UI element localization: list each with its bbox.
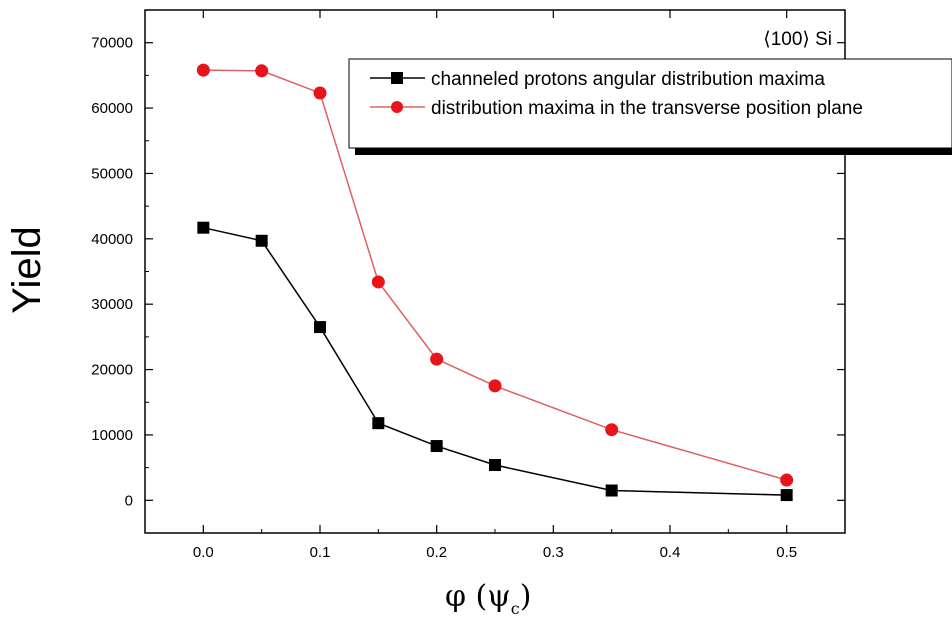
series-1-point <box>430 440 443 453</box>
x-tick-label: 0.0 <box>193 544 214 561</box>
x-axis-label-close: ) <box>520 579 532 614</box>
series-1-point <box>197 221 210 234</box>
series-1-line <box>203 226 787 496</box>
series-2-point <box>255 64 269 78</box>
series-layer <box>196 63 794 502</box>
series-1-point <box>314 321 326 334</box>
y-tick-label: 50000 <box>91 165 133 182</box>
x-tick-label: 0.3 <box>543 544 564 561</box>
y-tick-label: 30000 <box>91 296 133 313</box>
series-1-point <box>372 417 385 430</box>
series-2-point <box>780 473 794 487</box>
legend-shadow <box>355 146 952 155</box>
annotation-label: ⟨100⟩ Si <box>763 29 832 50</box>
series-2-line <box>203 69 787 481</box>
y-tick-label: 20000 <box>91 362 133 379</box>
series-1-point <box>780 489 793 502</box>
legend-label-series-1: channeled protons angular distribution m… <box>431 69 825 90</box>
series-1-point <box>489 459 501 472</box>
series-2-point <box>430 352 444 366</box>
y-tick-label: 10000 <box>91 427 133 444</box>
y-axis-label: Yield <box>5 226 49 313</box>
series-2-point <box>488 379 502 393</box>
x-axis-ticks: 0.0 0.1 0.2 0.3 0.4 0.5 <box>144 10 797 561</box>
x-tick-label: 0.4 <box>660 544 681 561</box>
series-2-point <box>313 86 327 100</box>
legend-box <box>348 58 952 149</box>
y-tick-label: 40000 <box>91 231 133 248</box>
x-axis-label: φ (ψc) <box>445 579 531 618</box>
x-axis-label-main: φ (ψ <box>445 579 511 614</box>
x-tick-label: 0.2 <box>426 544 447 561</box>
y-tick-label: 70000 <box>91 35 133 52</box>
legend-marker-series-2 <box>391 101 403 113</box>
x-tick-label: 0.5 <box>776 544 797 561</box>
series-2-point <box>371 275 385 289</box>
legend-marker-series-1 <box>391 72 403 84</box>
x-tick-label: 0.1 <box>310 544 331 561</box>
legend-label-series-2: distribution maxima in the transverse po… <box>431 98 863 119</box>
y-axis-ticks: 0 10000 20000 30000 40000 50000 60000 70000 <box>91 35 845 509</box>
y-tick-label: 60000 <box>91 100 133 117</box>
series-1-point <box>605 484 618 497</box>
series-1-point <box>255 234 268 247</box>
y-tick-label: 0 <box>125 492 133 509</box>
series-2-point <box>605 423 619 437</box>
x-axis-label-subscript: c <box>511 599 520 618</box>
legend: channeled protons angular distribution m… <box>348 58 952 155</box>
series-2-point <box>196 63 210 77</box>
